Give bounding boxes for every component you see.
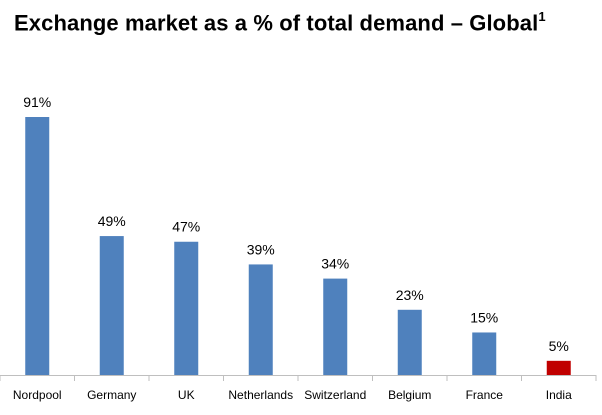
value-labels-group: 91% 49% 47% 39% 34% 23% 15% 5% (23, 94, 569, 354)
x-ticks-group (0, 375, 597, 381)
bar-switzerland (323, 278, 348, 375)
bar-india (546, 360, 571, 375)
value-label-belgium: 23% (396, 287, 424, 303)
category-labels-group: Nordpool Germany UK Netherlands Switzerland B… (13, 388, 572, 402)
bar-netherlands (248, 264, 273, 375)
chart-title: Exchange market as a % of total demand –… (14, 9, 546, 36)
category-label-nordpool: Nordpool (13, 388, 62, 402)
category-label-germany: Germany (87, 388, 136, 402)
bar-nordpool (25, 117, 50, 375)
value-label-france: 15% (470, 309, 498, 325)
category-label-france: France (466, 388, 504, 402)
bar-germany (99, 236, 124, 375)
value-label-netherlands: 39% (247, 241, 275, 257)
category-label-uk: UK (178, 388, 195, 402)
bars-group (25, 117, 571, 375)
bar-france (472, 332, 497, 375)
chart-title-footnote: 1 (538, 9, 546, 24)
chart-title-text: Exchange market as a % of total demand –… (14, 10, 539, 36)
value-label-uk: 47% (172, 219, 200, 235)
value-label-india: 5% (549, 338, 569, 354)
bar-belgium (397, 309, 422, 375)
category-label-netherlands: Netherlands (228, 388, 293, 402)
category-label-india: India (546, 388, 572, 402)
category-label-switzerland: Switzerland (304, 388, 366, 402)
category-label-belgium: Belgium (388, 388, 431, 402)
value-label-germany: 49% (98, 213, 126, 229)
value-label-nordpool: 91% (23, 94, 51, 110)
bar-uk (174, 241, 199, 375)
value-label-switzerland: 34% (321, 256, 349, 272)
